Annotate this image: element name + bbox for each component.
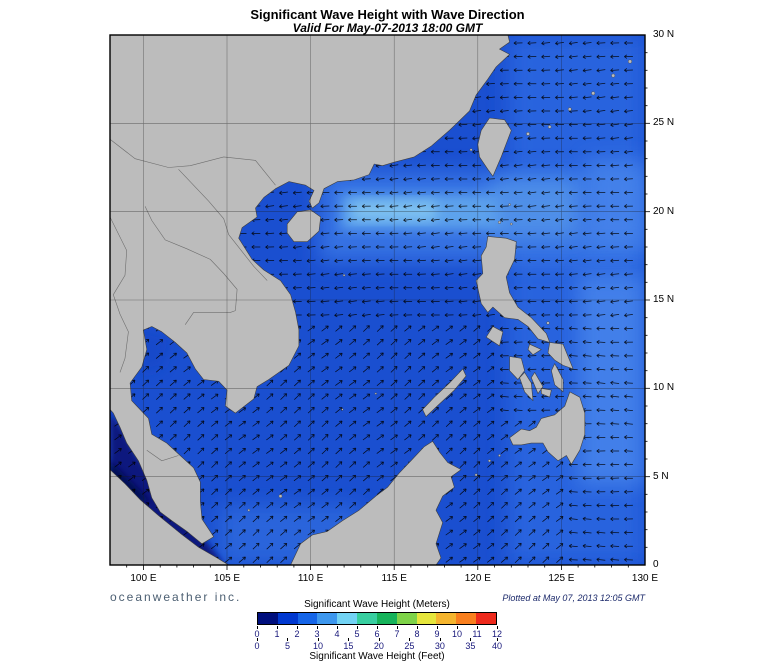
legend-meter-tick [457,626,458,629]
lon-tick-label: 120 E [464,573,491,584]
wave-map-svg [109,34,650,570]
legend-meter-number: 4 [334,629,340,639]
legend-meter-number: 2 [294,629,300,639]
lat-tick-label: 15 N [653,294,675,305]
legend-feet-number: 30 [434,641,445,651]
legend-feet-tick [470,638,472,641]
legend-feet-tick [378,638,380,641]
legend-meter-tick [277,626,278,629]
legend-feet-tick [497,638,498,641]
lon-tick-label: 115 E [381,573,407,584]
legend-meter-number: 10 [451,629,463,639]
legend-color-segment [456,613,477,624]
lat-tick-label: 10 N [653,382,675,394]
legend-feet-number: 40 [491,641,503,651]
legend-meter-tick [477,626,478,629]
lat-tick-label: 0 [653,559,659,570]
legend-feet-tick [317,638,319,641]
legend-feet-tick [287,638,289,641]
legend-meter-tick [357,626,358,629]
legend-meter-number: 12 [491,629,503,639]
legend-meter-number: 9 [434,629,440,639]
lon-tick-label: 110 E [297,573,324,584]
legend-feet-number: 35 [465,641,476,651]
legend-color-segment [297,613,318,624]
legend-meter-number: 6 [374,629,380,639]
lon-tick-label: 100 E [130,573,157,584]
lat-tick-label: 20 N [653,205,675,217]
legend-color-segment [357,613,377,624]
lon-tick-label: 105 E [213,573,241,584]
lat-tick-label: 25 N [653,117,675,129]
legend-feet-number: 20 [373,641,384,651]
legend-meter-tick [337,626,338,629]
legend-meter-tick [377,626,378,629]
chart-subtitle: Valid For May-07-2013 18:00 GMT [292,21,483,35]
legend-color-segment [476,613,496,624]
legend-color-segment [258,613,278,624]
legend-meter-tick [297,626,298,629]
legend-meter-number: 11 [472,629,482,639]
lon-tick-label: 125 E [548,573,575,584]
lat-tick-label: 5 N [653,470,669,482]
legend-meter-number: 3 [314,629,320,639]
legend-color-segment [376,613,397,624]
legend-meter-tick [437,626,438,629]
legend-feet-scale: 0 5 10 15 20 25 30 35 40 [254,638,502,651]
oceanweather-logo-text: oceanweather inc. [110,590,242,604]
legend-color-bar [257,612,497,625]
plotted-timestamp: Plotted at May 07, 2013 12:05 GMT [502,593,645,603]
legend-meter-number: 5 [354,629,360,639]
legend-color-segment [436,613,457,624]
chart-title: Significant Wave Height with Wave Direct… [250,7,525,22]
legend-meter-number: 8 [414,629,420,639]
legend-meter-tick [317,626,318,629]
lat-tick-label: 30 N [653,29,675,40]
map-area: 30 N 25 N 20 N 15 N 10 N 5 N 0 100 E 105 E 110 E… [109,29,674,584]
legend-feet-tick [409,638,411,641]
legend-feet-tick [348,638,350,641]
legend-feet-number: 10 [312,641,323,651]
legend-meter-tick [397,626,398,629]
legend-feet-tick [257,638,258,641]
legend-meter-tick [257,626,258,629]
legend-feet-tick [439,638,441,641]
legend-meter-number: 1 [274,629,280,639]
legend-title-feet: Significant Wave Height (Feet) [309,651,445,662]
legend-meter-tick [497,626,498,629]
legend-color-segment [317,613,338,624]
legend-color-segment [396,613,417,624]
legend-feet-number: 0 [254,641,260,651]
legend-title-meters: Significant Wave Height (Meters) [304,599,450,610]
legend-feet-number: 15 [343,641,354,651]
legend-meter-tick [417,626,418,629]
legend-meter-number: 0 [254,629,260,639]
legend-feet-number: 25 [404,641,415,651]
legend-meter-number: 7 [394,629,400,639]
legend-color-segment [416,613,437,624]
legend-color-segment [337,613,358,624]
lon-tick-label: 130 E [631,573,659,584]
legend-color-segment [277,613,298,624]
legend-feet-number: 5 [284,641,290,651]
legend-meters-scale: 0 1 2 3 4 5 6 7 8 9 10 11 12 [254,626,502,639]
